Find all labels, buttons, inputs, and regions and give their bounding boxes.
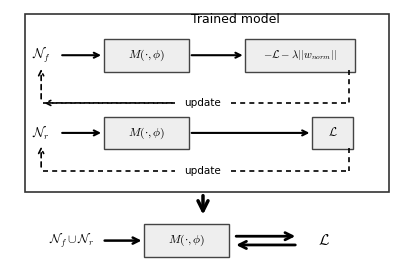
Text: $\mathcal{N}_r$: $\mathcal{N}_r$ <box>32 124 50 142</box>
Text: update: update <box>184 98 221 108</box>
Text: $\mathcal{N}_f \cup \mathcal{N}_r$: $\mathcal{N}_f \cup \mathcal{N}_r$ <box>49 232 94 250</box>
Text: $M(\cdot, \phi)$: $M(\cdot, \phi)$ <box>128 125 164 141</box>
Text: Trained model: Trained model <box>190 13 279 26</box>
Text: $\mathcal{L}$: $\mathcal{L}$ <box>327 126 337 139</box>
Text: $M(\cdot, \phi)$: $M(\cdot, \phi)$ <box>128 48 164 63</box>
FancyBboxPatch shape <box>144 224 229 257</box>
Text: $-\mathcal{L} - \lambda||w_{norm}||$: $-\mathcal{L} - \lambda||w_{norm}||$ <box>262 48 336 62</box>
Text: $\mathcal{N}_f$: $\mathcal{N}_f$ <box>32 45 51 65</box>
FancyBboxPatch shape <box>104 116 188 149</box>
FancyBboxPatch shape <box>25 14 388 192</box>
Text: update: update <box>184 166 221 176</box>
Text: $M(\cdot, \phi)$: $M(\cdot, \phi)$ <box>168 233 205 248</box>
Text: $\mathcal{L}$: $\mathcal{L}$ <box>318 233 330 248</box>
FancyBboxPatch shape <box>104 39 188 72</box>
FancyBboxPatch shape <box>245 39 354 72</box>
FancyBboxPatch shape <box>311 116 352 149</box>
